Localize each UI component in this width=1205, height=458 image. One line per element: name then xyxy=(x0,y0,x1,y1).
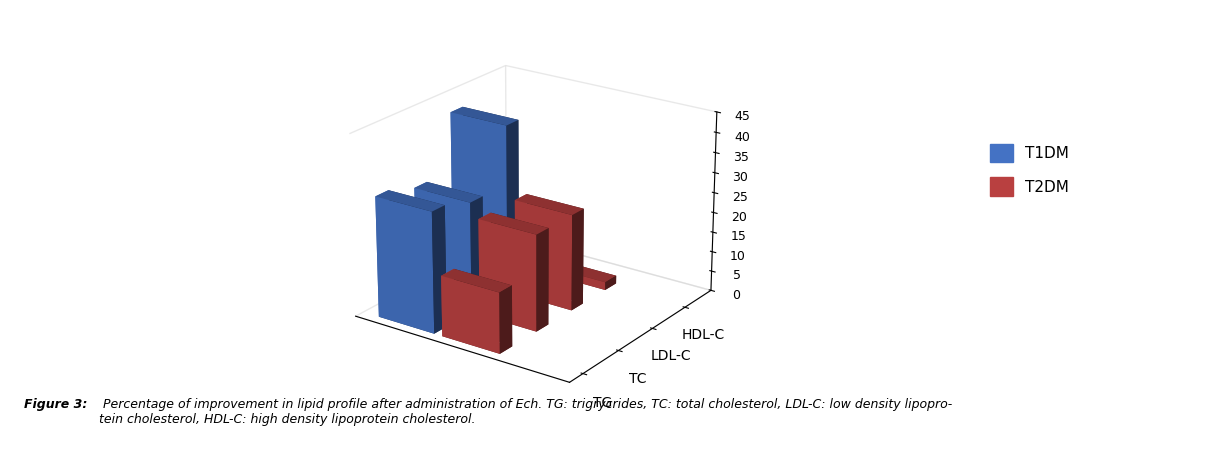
Text: Percentage of improvement in lipid profile after administration of Ech. TG: trig: Percentage of improvement in lipid profi… xyxy=(99,398,952,426)
Legend: T1DM, T2DM: T1DM, T2DM xyxy=(982,136,1077,204)
Text: Figure 3:: Figure 3: xyxy=(24,398,88,411)
